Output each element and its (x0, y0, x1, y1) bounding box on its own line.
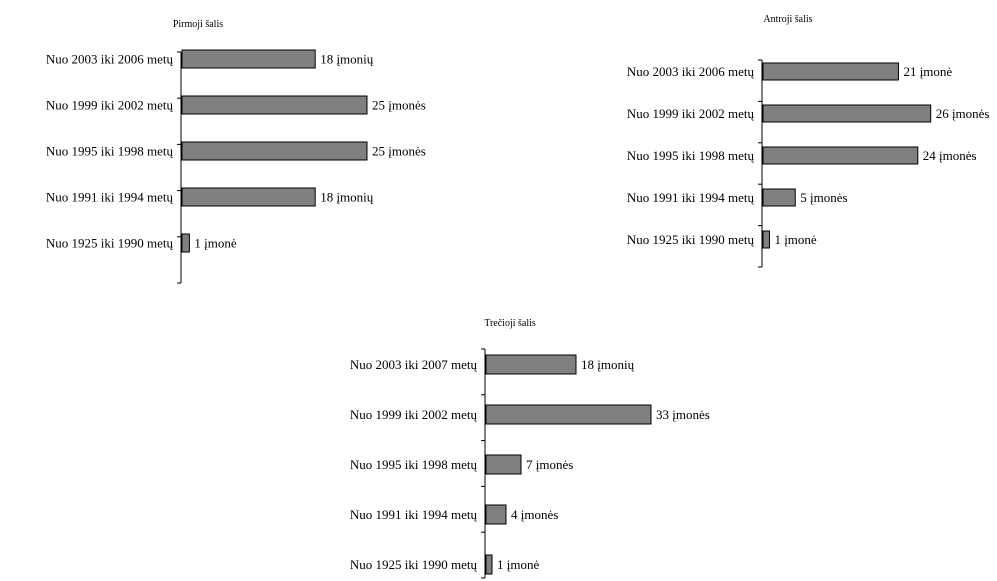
chart-2-category-label: Nuo 2003 iki 2006 metų (627, 64, 755, 79)
chart-2-bar (762, 62, 899, 81)
chart-1-value-label: 18 įmonių (320, 190, 374, 205)
chart-3-category-label: Nuo 2003 iki 2007 metų (350, 357, 478, 372)
chart-2-value-label: 26 įmonės (936, 106, 990, 121)
chart-1-bar (181, 49, 316, 69)
chart-2-bar (762, 104, 932, 123)
chart-3-bar (485, 504, 507, 525)
chart-2-title: Antroji šalis (763, 14, 812, 25)
chart-1-bar (181, 233, 190, 253)
chart-1-value-label: 1 įmonė (194, 236, 236, 251)
chart-3-value-label: 33 įmonės (656, 407, 710, 422)
chart-2-category-label: Nuo 1995 iki 1998 metų (627, 148, 755, 163)
chart-3-category-label: Nuo 1925 iki 1990 metų (350, 557, 478, 572)
chart-1-bar (181, 95, 368, 115)
chart-1-bar (181, 187, 316, 207)
chart-2-bar (762, 146, 919, 165)
chart-2-value-label: 5 įmonės (800, 190, 847, 205)
chart-3-value-label: 4 įmonės (511, 507, 558, 522)
chart-2-category-label: Nuo 1925 iki 1990 metų (627, 232, 755, 247)
chart-2-value-label: 1 įmonė (774, 232, 816, 247)
chart-3-bar (485, 354, 577, 375)
chart-2-bar (762, 230, 770, 249)
chart-3-bar (485, 554, 493, 575)
chart-2-category-label: Nuo 1999 iki 2002 metų (627, 106, 755, 121)
chart-3-category-label: Nuo 1995 iki 1998 metų (350, 457, 478, 472)
chart-1-category-label: Nuo 1925 iki 1990 metų (46, 236, 174, 251)
chart-1-value-label: 25 įmonės (372, 98, 426, 113)
chart-3-category-label: Nuo 1991 iki 1994 metų (350, 507, 478, 522)
chart-2-category-label: Nuo 1991 iki 1994 metų (627, 190, 755, 205)
chart-3-value-label: 7 įmonės (526, 457, 573, 472)
chart-3-category-label: Nuo 1999 iki 2002 metų (350, 407, 478, 422)
chart-2-value-label: 24 įmonės (923, 148, 977, 163)
chart-2-value-label: 21 įmonė (903, 64, 952, 79)
chart-1-bar (181, 141, 368, 161)
chart-3-bar (485, 404, 652, 425)
chart-1-category-label: Nuo 2003 iki 2006 metų (46, 52, 174, 67)
chart-2-bar (762, 188, 796, 207)
chart-1-category-label: Nuo 1991 iki 1994 metų (46, 190, 174, 205)
chart-1-value-label: 25 įmonės (372, 144, 426, 159)
chart-3-title: Trečioji šalis (484, 318, 536, 329)
chart-1-category-label: Nuo 1995 iki 1998 metų (46, 144, 174, 159)
chart-1-value-label: 18 įmonių (320, 52, 374, 67)
chart-1-title: Pirmoji šalis (173, 19, 223, 30)
chart-3-value-label: 1 įmonė (497, 557, 539, 572)
chart-1-category-label: Nuo 1999 iki 2002 metų (46, 98, 174, 113)
chart-3-bar (485, 454, 522, 475)
chart-3-value-label: 18 įmonių (581, 357, 635, 372)
